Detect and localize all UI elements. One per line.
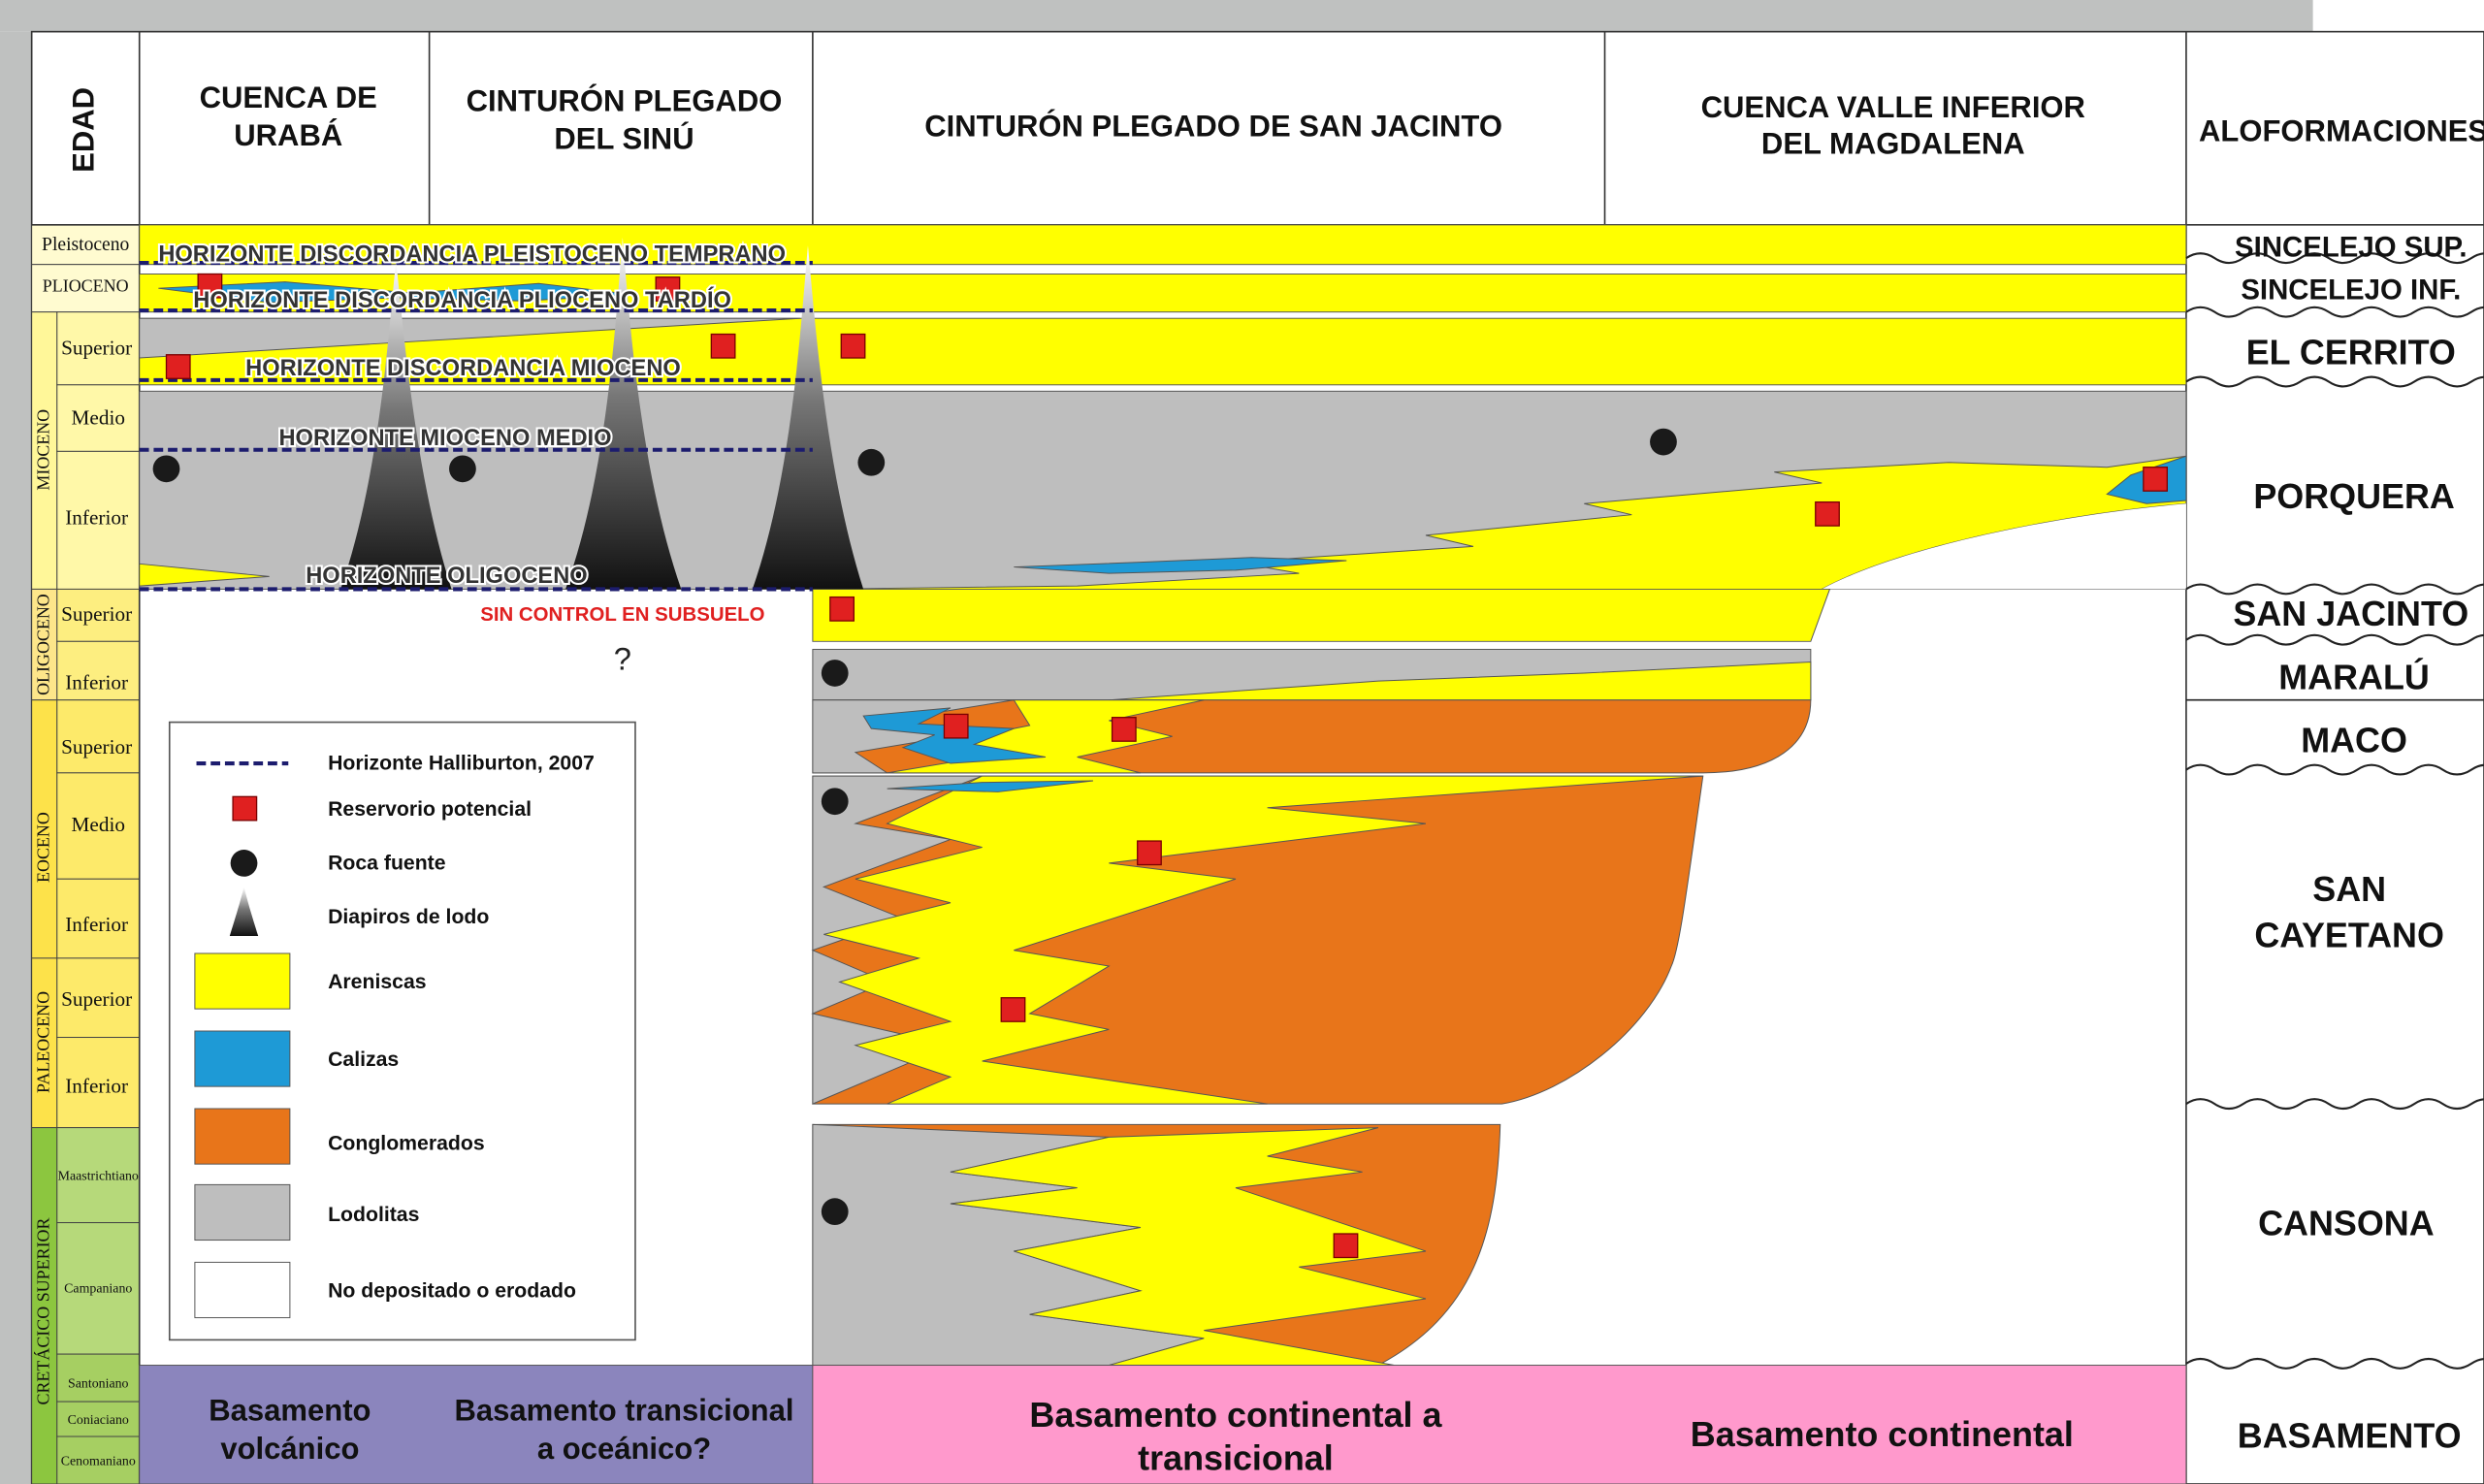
formation-label: SINCELEJO SUP. <box>2235 232 2467 264</box>
basement-label: Basamento transicional <box>455 1394 794 1428</box>
age-label: Inferior <box>65 505 128 529</box>
age-label: Superior <box>61 735 132 758</box>
age-label: Inferior <box>65 670 128 694</box>
epoch-label: CRETÁCICO SUPERIOR <box>33 1217 53 1404</box>
age-label: Superior <box>61 337 132 360</box>
age-label: Coniaciano <box>68 1413 129 1428</box>
legend-label: Roca fuente <box>328 852 446 874</box>
age-label: Maastrichtiano <box>58 1169 139 1183</box>
formation-label: MARALÚ <box>2278 657 2430 696</box>
column-header: CUENCA DE <box>200 81 377 114</box>
formation-label: EL CERRITO <box>2246 333 2456 372</box>
epoch-label: MIOCENO <box>34 409 53 491</box>
age-label: Inferior <box>65 913 128 936</box>
epoch-label: PALEOCENO <box>34 991 53 1093</box>
horizon-label: HORIZONTE DISCORDANCIA PLIOCENO TARDÍO <box>193 286 731 313</box>
age-label: Cenomaniano <box>61 1454 136 1468</box>
legend: Horizonte Halliburton, 2007 Reservorio p… <box>170 723 635 1340</box>
legend-label: No depositado o erodado <box>328 1279 576 1302</box>
annotation: SIN CONTROL EN SUBSUELO <box>480 604 764 626</box>
age-label: Santoniano <box>68 1376 129 1391</box>
annotation: ? <box>614 641 631 677</box>
basement-label: Basamento continental a <box>1029 1395 1442 1435</box>
basement-label: a oceánico? <box>537 1432 711 1466</box>
age-label: Superior <box>61 602 132 626</box>
legend-label: Areniscas <box>328 971 426 993</box>
horizon-label: HORIZONTE MIOCENO MEDIO <box>278 426 611 451</box>
epoch-label: OLIGOCENO <box>34 594 53 695</box>
column-header: DEL SINÚ <box>554 120 694 155</box>
legend-label: Horizonte Halliburton, 2007 <box>328 753 595 775</box>
legend-label: Calizas <box>328 1048 399 1071</box>
age-label: Inferior <box>65 1075 128 1098</box>
age-label: Superior <box>61 987 132 1011</box>
basement-label: Basamento continental <box>1691 1414 2074 1454</box>
basement-label: volcánico <box>220 1432 359 1466</box>
column-header: CUENCA VALLE INFERIOR <box>1701 90 2085 124</box>
formation-label: CANSONA <box>2258 1204 2435 1243</box>
epoch-label: Pleistoceno <box>42 235 129 255</box>
legend-label: Lodolitas <box>328 1204 419 1226</box>
column-header: URABÁ <box>234 118 342 152</box>
formation-label: MACO <box>2301 721 2407 760</box>
column-header: EDAD <box>66 87 100 173</box>
horizon-label: HORIZONTE DISCORDANCIA PLEISTOCENO TEMPR… <box>158 242 786 267</box>
stratigraphic-chart: Horizonte Halliburton, 2007 Reservorio p… <box>0 0 2484 1484</box>
column-header: DEL MAGDALENA <box>1761 126 2025 160</box>
column-header: CINTURÓN PLEGADO DE SAN JACINTO <box>924 108 1502 143</box>
epoch-label: PLIOCENO <box>43 275 129 295</box>
formation-label: PORQUERA <box>2253 476 2455 516</box>
column-header: CINTURÓN PLEGADO <box>467 82 783 117</box>
age-label: Medio <box>72 813 125 836</box>
formation-label: SAN JACINTO <box>2233 594 2468 633</box>
horizon-label: HORIZONTE OLIGOCENO <box>306 564 587 589</box>
legend-label: Reservorio potencial <box>328 798 532 821</box>
formation-label: SAN <box>2312 869 2386 909</box>
column-header: ALOFORMACIONES <box>2199 113 2484 147</box>
formation-label: SINCELEJO INF. <box>2241 274 2461 306</box>
age-label: Campaniano <box>64 1281 132 1296</box>
basement-label: transicional <box>1138 1437 1334 1477</box>
formation-label: BASAMENTO <box>2238 1415 2462 1455</box>
legend-label: Diapiros de lodo <box>328 906 489 928</box>
basement-label: Basamento <box>209 1394 371 1428</box>
horizon-label: HORIZONTE DISCORDANCIA MIOCENO <box>245 356 681 381</box>
age-label: Medio <box>72 406 125 430</box>
epoch-label: EOCENO <box>34 812 53 883</box>
formation-label: CAYETANO <box>2254 915 2444 954</box>
legend-label: Conglomerados <box>328 1132 485 1154</box>
